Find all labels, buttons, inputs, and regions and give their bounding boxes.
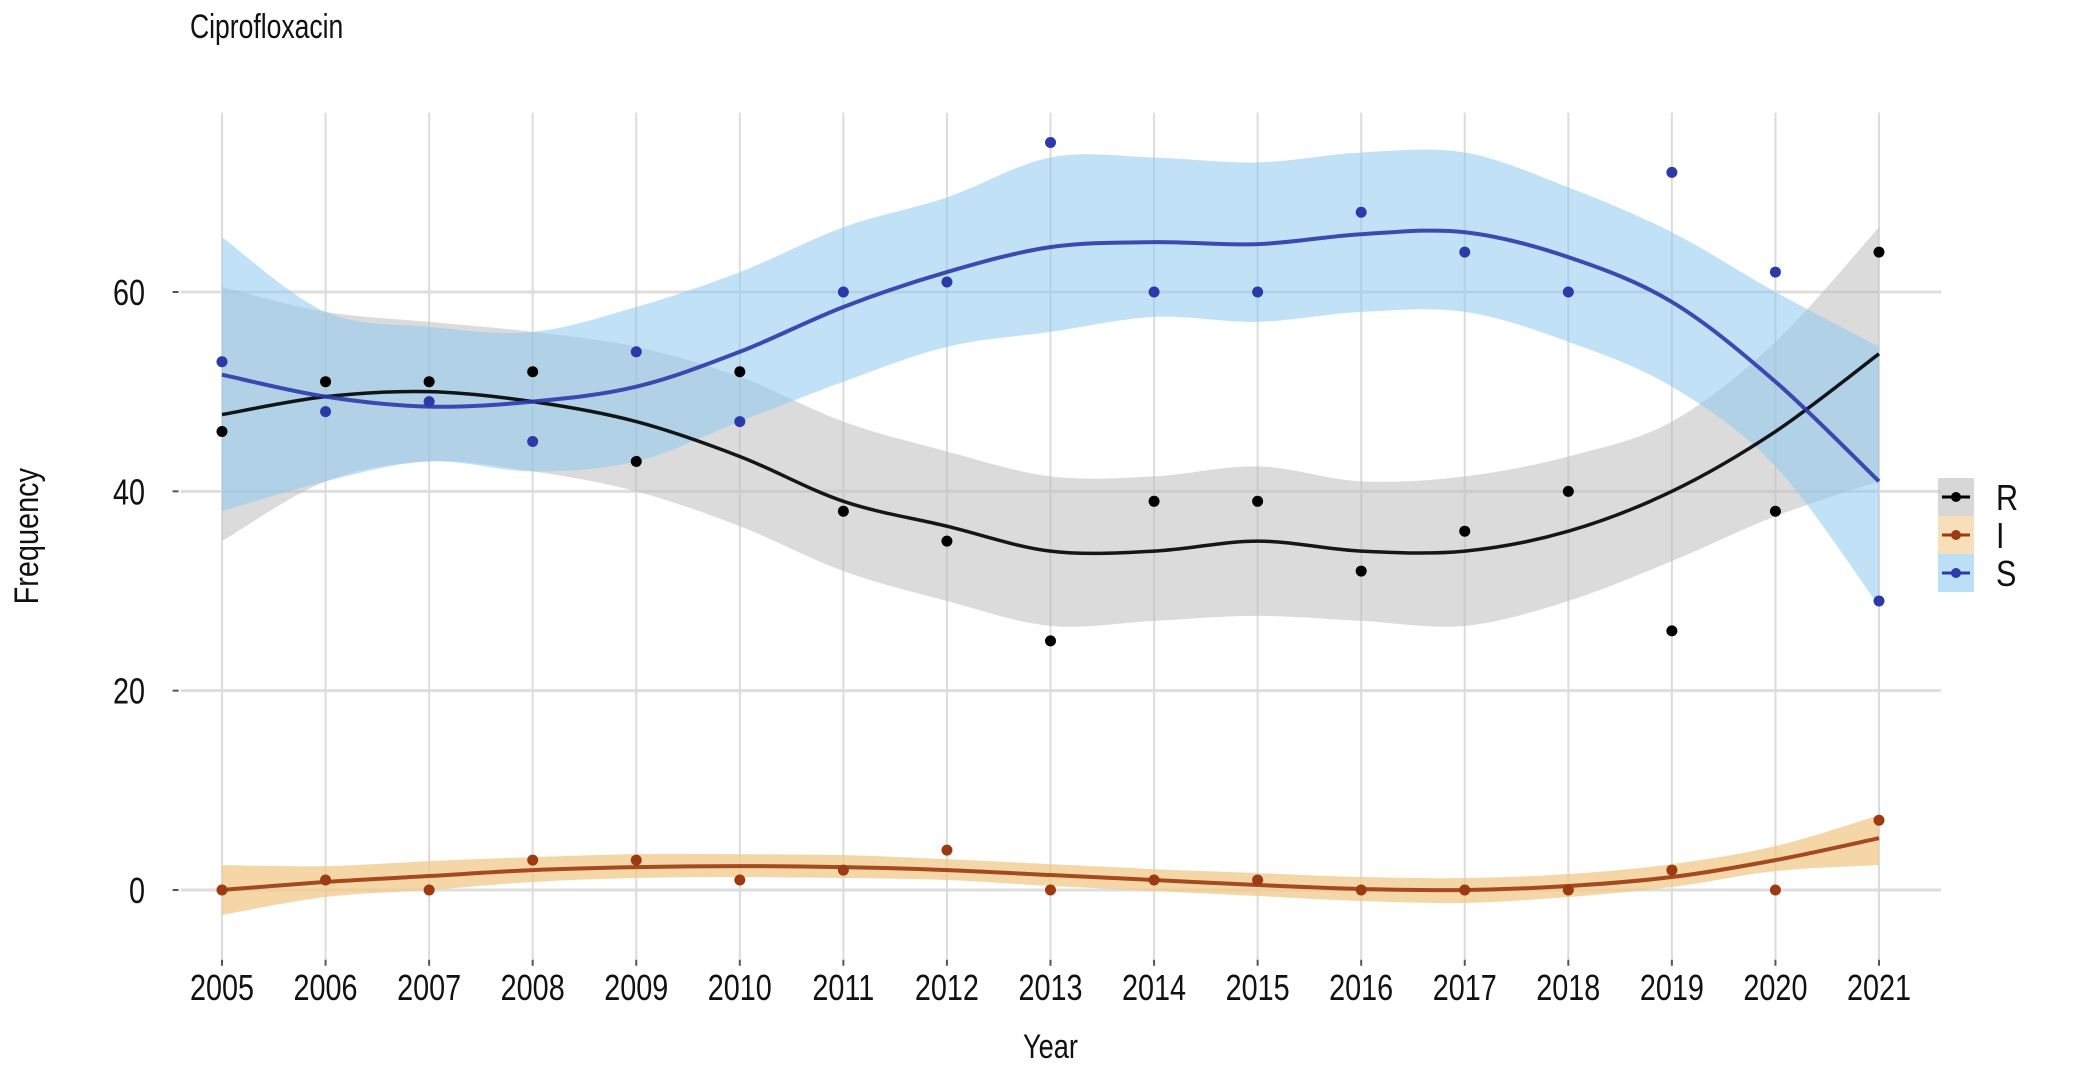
fit-lines bbox=[221, 228, 1881, 893]
chart-title: Ciprofloxacin bbox=[190, 8, 344, 46]
data-point-R-2015 bbox=[1252, 495, 1264, 507]
confidence-band-S bbox=[222, 149, 1879, 606]
x-tick-label: 2009 bbox=[604, 967, 668, 1008]
y-axis-title: Frequency bbox=[7, 468, 46, 605]
data-point-S-2009 bbox=[630, 346, 642, 358]
data-point-S-2015 bbox=[1252, 286, 1264, 298]
data-point-I-2008 bbox=[527, 854, 539, 866]
data-point-R-2007 bbox=[423, 376, 435, 388]
data-point-I-2017 bbox=[1459, 884, 1471, 896]
data-point-R-2013 bbox=[1045, 635, 1056, 647]
data-point-S-2017 bbox=[1459, 246, 1471, 258]
data-point-R-2019 bbox=[1666, 625, 1678, 637]
data-point-I-2010 bbox=[734, 874, 746, 886]
fit-line-S bbox=[221, 228, 1881, 483]
x-tick-label: 2013 bbox=[1018, 967, 1082, 1008]
x-tick-label: 2019 bbox=[1640, 967, 1704, 1008]
data-point-R-2014 bbox=[1148, 495, 1160, 507]
data-point-R-2009 bbox=[630, 455, 642, 467]
data-point-R-2012 bbox=[941, 535, 953, 547]
data-point-I-2013 bbox=[1045, 884, 1056, 896]
legend-label-I: I bbox=[1996, 517, 2005, 557]
x-axis-ticks: 2005 2006 2007 2008 2009 2010 2011 2012 2013 2014… bbox=[190, 959, 1911, 1008]
x-tick-label: 2016 bbox=[1329, 967, 1393, 1008]
data-point-R-2005 bbox=[216, 426, 228, 438]
data-point-R-2011 bbox=[837, 505, 849, 517]
data-point-I-2016 bbox=[1355, 884, 1367, 896]
legend-label-S: S bbox=[1996, 555, 2016, 595]
data-point-I-2009 bbox=[630, 854, 642, 866]
data-point-I-2014 bbox=[1148, 874, 1160, 886]
data-point-R-2006 bbox=[320, 376, 332, 388]
data-point-I-2018 bbox=[1562, 884, 1574, 896]
data-point-S-2006 bbox=[320, 406, 332, 418]
x-tick-label: 2021 bbox=[1847, 967, 1911, 1008]
data-point-R-2021 bbox=[1873, 246, 1885, 258]
data-point-S-2018 bbox=[1562, 286, 1574, 298]
data-point-S-2007 bbox=[423, 396, 435, 408]
data-point-R-2016 bbox=[1355, 565, 1367, 577]
data-point-I-2007 bbox=[423, 884, 435, 896]
y-tick-label: 60 bbox=[113, 272, 145, 313]
legend: RIS bbox=[1938, 478, 2018, 595]
legend-key-point-S bbox=[1951, 568, 1961, 578]
x-tick-label: 2014 bbox=[1122, 967, 1186, 1008]
x-tick-label: 2011 bbox=[812, 967, 874, 1008]
data-point-I-2005 bbox=[216, 884, 228, 896]
x-tick-label: 2012 bbox=[915, 967, 979, 1008]
legend-key-point-I bbox=[1951, 530, 1961, 540]
data-point-I-2015 bbox=[1252, 874, 1264, 886]
data-points bbox=[216, 137, 1885, 896]
data-point-I-2019 bbox=[1666, 864, 1678, 876]
data-point-I-2021 bbox=[1873, 814, 1885, 826]
data-point-I-2006 bbox=[320, 874, 332, 886]
x-tick-label: 2020 bbox=[1743, 967, 1807, 1008]
data-point-S-2021 bbox=[1873, 595, 1885, 607]
x-tick-label: 2006 bbox=[294, 967, 358, 1008]
data-point-S-2019 bbox=[1666, 166, 1678, 178]
data-point-S-2013 bbox=[1045, 137, 1056, 148]
data-point-I-2011 bbox=[837, 864, 849, 876]
x-tick-label: 2007 bbox=[397, 967, 461, 1008]
data-point-S-2010 bbox=[734, 416, 746, 428]
y-tick-label: 0 bbox=[129, 870, 145, 911]
data-point-S-2012 bbox=[941, 276, 953, 288]
x-axis-title: Year bbox=[1023, 1027, 1078, 1066]
legend-label-R: R bbox=[1996, 479, 2018, 519]
data-point-S-2020 bbox=[1769, 266, 1781, 278]
data-point-S-2005 bbox=[216, 356, 228, 368]
x-tick-label: 2010 bbox=[708, 967, 772, 1008]
y-tick-label: 40 bbox=[113, 471, 145, 512]
x-tick-label: 2015 bbox=[1226, 967, 1290, 1008]
fit-line-R bbox=[221, 352, 1881, 556]
x-tick-label: 2018 bbox=[1536, 967, 1600, 1008]
data-point-S-2016 bbox=[1355, 206, 1367, 218]
data-point-R-2010 bbox=[734, 366, 746, 378]
data-point-S-2011 bbox=[837, 286, 849, 298]
data-point-R-2017 bbox=[1459, 525, 1471, 537]
data-point-R-2008 bbox=[527, 366, 539, 378]
data-point-R-2018 bbox=[1562, 485, 1574, 497]
data-point-S-2008 bbox=[527, 436, 539, 447]
data-point-S-2014 bbox=[1148, 286, 1160, 298]
legend-key-point-R bbox=[1951, 492, 1961, 502]
data-point-I-2020 bbox=[1769, 884, 1781, 896]
fit-line-I bbox=[221, 836, 1880, 893]
x-tick-label: 2005 bbox=[190, 967, 254, 1008]
x-tick-label: 2008 bbox=[501, 967, 565, 1008]
y-axis-ticks: 0 20 40 60 bbox=[113, 272, 179, 911]
data-point-I-2012 bbox=[941, 844, 953, 856]
x-tick-label: 2017 bbox=[1433, 967, 1497, 1008]
data-point-R-2020 bbox=[1769, 505, 1781, 517]
y-tick-label: 20 bbox=[113, 671, 145, 712]
